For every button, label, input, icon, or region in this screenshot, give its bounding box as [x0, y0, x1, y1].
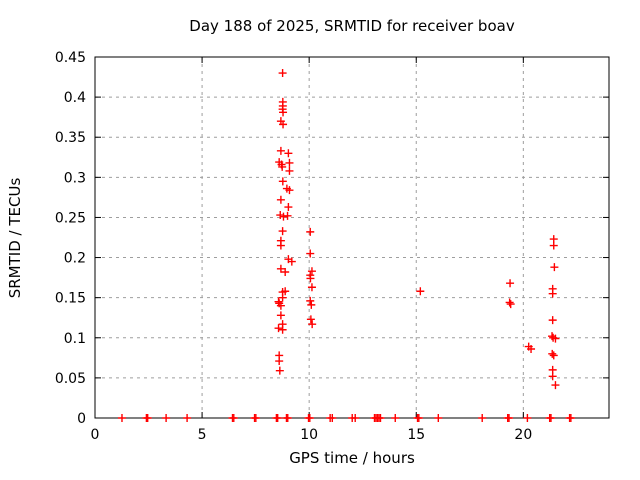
x-tick-label: 15: [407, 427, 425, 443]
data-point-marker: [307, 283, 316, 292]
data-point-marker: [278, 293, 287, 302]
data-point-marker: [506, 300, 515, 309]
data-point-marker: [117, 414, 126, 422]
data-point-marker: [434, 414, 443, 422]
data-point-marker: [505, 298, 514, 307]
data-point-marker: [276, 311, 285, 320]
data-point-marker: [274, 324, 283, 333]
data-point-marker: [276, 264, 285, 273]
data-point-marker: [229, 414, 238, 422]
data-point-marker: [307, 300, 316, 309]
data-point-marker: [308, 320, 317, 329]
data-point-marker: [504, 414, 513, 422]
data-point-marker: [549, 351, 558, 360]
data-point-marker: [548, 349, 557, 358]
x-tick-label: 0: [91, 427, 100, 443]
x-tick-label: 20: [514, 427, 532, 443]
data-point-marker: [283, 211, 292, 220]
data-point-marker: [276, 195, 285, 204]
y-tick-label: 0.25: [55, 210, 86, 226]
data-point-marker: [527, 345, 536, 354]
data-point-marker: [278, 162, 287, 171]
data-point-marker: [275, 366, 284, 375]
data-point-marker: [275, 357, 284, 366]
data-point-marker: [276, 146, 285, 155]
data-point-marker: [376, 414, 385, 422]
data-point-marker: [328, 414, 337, 422]
y-tick-label: 0.45: [55, 50, 86, 66]
data-point-marker: [414, 414, 423, 422]
y-tick-label: 0.05: [55, 371, 86, 387]
data-point-marker: [549, 241, 558, 250]
data-point-marker: [305, 414, 314, 422]
data-point-marker: [306, 296, 315, 305]
data-point-marker: [279, 120, 288, 129]
data-point-marker: [162, 414, 171, 422]
data-point-marker: [546, 414, 555, 422]
y-tick-label: 0.1: [64, 331, 86, 347]
data-point-marker: [351, 414, 360, 422]
data-point-marker: [306, 274, 315, 283]
data-point-marker: [283, 414, 292, 422]
data-point-marker: [278, 227, 287, 236]
data-point-marker: [287, 257, 296, 266]
y-tick-label: 0.4: [64, 90, 86, 106]
data-point-marker: [551, 334, 560, 343]
y-tick-label: 0.15: [55, 291, 86, 307]
data-point-marker: [285, 166, 294, 175]
data-point-marker: [306, 249, 315, 258]
data-point-marker: [306, 315, 315, 324]
data-point-marker: [284, 203, 293, 212]
data-point-marker: [478, 414, 487, 422]
data-point-marker: [285, 158, 294, 167]
data-point-marker: [276, 301, 285, 310]
data-point-marker: [548, 289, 557, 298]
data-point-marker: [251, 414, 260, 422]
data-point-marker: [551, 381, 560, 390]
data-point-marker: [278, 69, 287, 78]
data-point-marker: [278, 177, 287, 186]
data-point-marker: [273, 414, 282, 422]
data-point-marker: [276, 241, 285, 250]
data-point-marker: [279, 212, 288, 221]
data-point-marker: [307, 267, 316, 276]
data-point-marker: [506, 279, 515, 288]
x-axis-label: GPS time / hours: [289, 449, 415, 467]
chart-title: Day 188 of 2025, SRMTID for receiver boa…: [189, 17, 515, 35]
x-tick-label: 5: [198, 427, 207, 443]
data-point-marker: [281, 267, 290, 276]
y-tick-label: 0: [77, 411, 86, 427]
data-point-marker: [278, 325, 287, 334]
data-point-marker: [391, 414, 400, 422]
x-tick-label: 10: [300, 427, 318, 443]
data-point-marker: [416, 287, 425, 296]
data-point-marker: [523, 414, 532, 422]
data-point-marker: [550, 263, 559, 272]
plot-frame: [94, 56, 610, 419]
y-tick-label: 0.3: [64, 170, 86, 186]
y-tick-label: 0.35: [55, 130, 86, 146]
data-point-marker: [284, 149, 293, 158]
data-point-marker: [183, 414, 192, 422]
data-point-marker: [279, 108, 288, 117]
data-point-marker: [548, 372, 557, 381]
data-point-marker: [548, 316, 557, 325]
data-point-marker: [306, 227, 315, 236]
data-point-marker: [566, 414, 575, 422]
data-point-marker: [143, 414, 152, 422]
y-tick-label: 0.2: [64, 251, 86, 267]
data-point-marker: [285, 186, 294, 195]
